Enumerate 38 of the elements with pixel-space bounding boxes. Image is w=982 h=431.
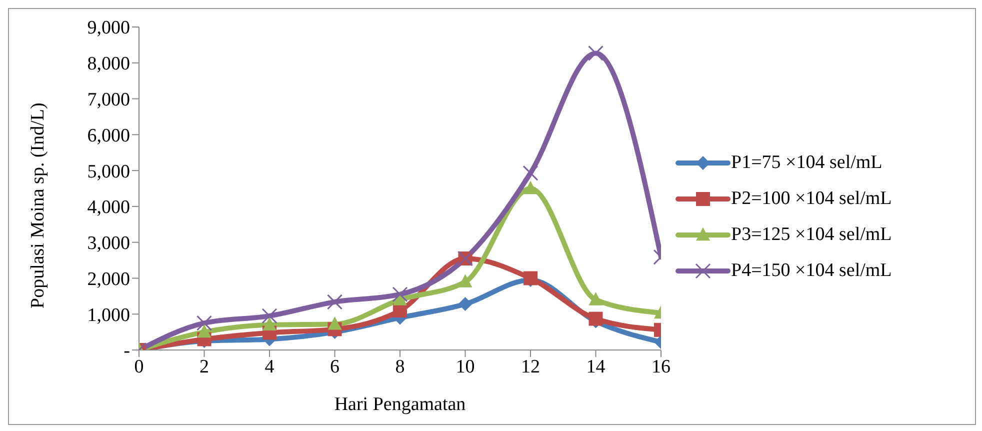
x-tick-label: 16 [652, 356, 670, 378]
point [588, 45, 604, 61]
point [196, 315, 212, 331]
point [588, 292, 603, 306]
point [262, 317, 276, 330]
legend-label: P1=75 ×104 sel/mL [731, 152, 882, 174]
x-tick-label: 0 [134, 356, 144, 378]
y-tick-label: 2,000 [87, 268, 130, 290]
x-tick-label: 2 [200, 356, 209, 378]
y-tick-label: 7,000 [87, 90, 130, 111]
x-tick-label: 12 [521, 356, 540, 378]
legend-label: P4=150 ×104 sel/mL [731, 260, 892, 282]
point [458, 274, 472, 288]
point [328, 316, 342, 330]
x-tick-label: 4 [264, 356, 275, 378]
y-axis-title: Populasi Moina sp. (Ind/L) [28, 102, 49, 308]
y-tick-label: 5,000 [87, 161, 130, 182]
y-tick-label: 9,000 [87, 18, 130, 39]
point [588, 312, 603, 326]
point [524, 180, 538, 194]
x-tick-label: 8 [395, 356, 405, 378]
y-tick-label: 6,000 [87, 125, 130, 146]
x-axis-title: Hari Pengamatan [334, 394, 466, 415]
point [197, 324, 212, 338]
legend-label: P2=100 ×104 sel/mL [731, 188, 892, 210]
y-tick-label: 1,000 [87, 304, 130, 326]
point [392, 286, 408, 302]
x-tick-label: 14 [586, 356, 606, 378]
x-tick-label: 10 [456, 356, 475, 378]
point [458, 297, 472, 312]
y-tick-label: 8,000 [87, 54, 130, 75]
point [327, 294, 342, 310]
y-tick-label: 3,000 [87, 233, 130, 254]
y-tick-label: - [124, 340, 130, 362]
y-tick-label: 4,000 [87, 197, 130, 218]
x-tick-label: 6 [330, 356, 340, 378]
legend-label: P3=125 ×104 sel/mL [731, 224, 892, 246]
point [262, 308, 278, 324]
